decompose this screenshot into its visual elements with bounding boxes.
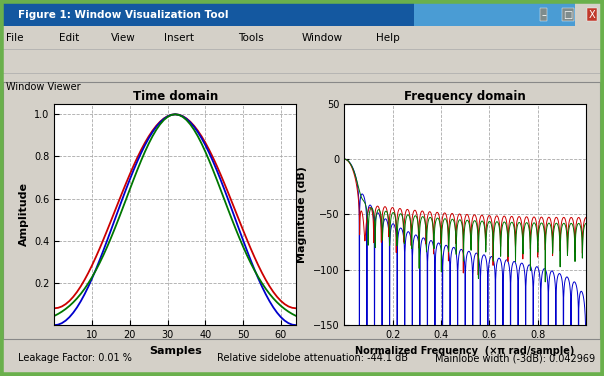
Text: Mainlobe width (-3dB): 0.042969: Mainlobe width (-3dB): 0.042969 <box>435 353 595 364</box>
Text: Edit: Edit <box>59 33 79 44</box>
Text: X: X <box>589 10 595 20</box>
Bar <box>414 1 575 26</box>
X-axis label: Samples: Samples <box>149 346 202 356</box>
Title: Frequency domain: Frequency domain <box>404 89 526 103</box>
Text: Window Viewer: Window Viewer <box>6 82 81 92</box>
Text: File: File <box>6 33 24 44</box>
Text: Tools: Tools <box>238 33 264 44</box>
Bar <box>0 1 414 26</box>
Text: □: □ <box>563 10 573 20</box>
Text: Relative sidelobe attenuation: -44.1 dB: Relative sidelobe attenuation: -44.1 dB <box>217 353 408 364</box>
Title: Time domain: Time domain <box>132 89 218 103</box>
Text: View: View <box>111 33 136 44</box>
X-axis label: Normalized Frequency  (×π rad/sample): Normalized Frequency (×π rad/sample) <box>355 346 575 356</box>
Text: Figure 1: Window Visualization Tool: Figure 1: Window Visualization Tool <box>18 10 229 20</box>
Text: –: – <box>541 10 546 20</box>
Y-axis label: Amplitude: Amplitude <box>19 182 28 246</box>
Y-axis label: Magnitude (dB): Magnitude (dB) <box>297 166 307 263</box>
Text: Leakage Factor: 0.01 %: Leakage Factor: 0.01 % <box>18 353 132 364</box>
Text: Help: Help <box>376 33 399 44</box>
Text: Insert: Insert <box>164 33 194 44</box>
Text: Window: Window <box>301 33 342 44</box>
